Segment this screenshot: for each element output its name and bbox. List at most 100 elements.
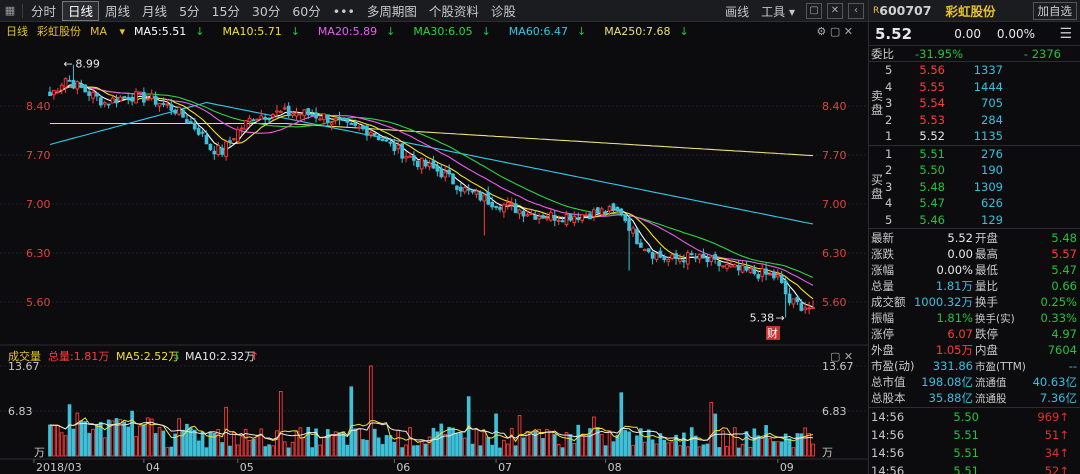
- price-change: 0.00: [954, 26, 981, 41]
- candle-body: [271, 114, 275, 118]
- candle-body: [709, 256, 714, 262]
- volume-bar: [185, 423, 189, 457]
- candle-body: [599, 208, 604, 216]
- candle-body: [459, 186, 463, 192]
- kline-chart[interactable]: 8.40 8.40 7.70 7.70 7.00 7.00 6.30 6.30 5.60 5.60…: [0, 40, 868, 474]
- tools-menu-button[interactable]: 工具 ▾: [761, 5, 795, 19]
- candle-body: [55, 90, 60, 93]
- tab-4[interactable]: 5分: [179, 3, 200, 19]
- volume-bar: [243, 428, 248, 457]
- candle-body: [369, 132, 373, 136]
- candle-body: [423, 159, 428, 167]
- book-row[interactable]: 2 5.53 284: [869, 112, 1080, 129]
- add-watchlist-button[interactable]: 加自选: [1032, 1, 1077, 20]
- book-row[interactable]: 1 5.51 276: [869, 146, 1080, 163]
- volume-bar: [318, 444, 322, 457]
- indicator-select[interactable]: MA ▾: [90, 24, 126, 38]
- tab-8[interactable]: •••: [332, 3, 355, 19]
- close-icon[interactable]: ✕: [827, 3, 843, 19]
- tab-6[interactable]: 30分: [251, 3, 281, 19]
- book-price: 5.53: [919, 112, 945, 127]
- book-row[interactable]: 5 5.46 129: [869, 212, 1080, 229]
- tab-7[interactable]: 60分: [292, 3, 321, 19]
- candle-body: [396, 144, 401, 150]
- volume-bar: [87, 432, 91, 457]
- tab-10[interactable]: 个股资料: [428, 3, 479, 19]
- tab-5[interactable]: 15分: [211, 3, 240, 19]
- grid-menu-icon[interactable]: ▦: [4, 4, 16, 17]
- book-row[interactable]: 4 5.47 626: [869, 195, 1080, 212]
- stat-row: 涨停 6.07 跌停 4.97: [869, 326, 1080, 342]
- candle-body: [482, 194, 487, 202]
- volume-bar: [556, 444, 561, 457]
- volume-bar: [662, 439, 667, 457]
- r-badge: R: [873, 5, 880, 16]
- volume-bar: [384, 435, 389, 457]
- book-row[interactable]: 1 5.52 1135: [869, 128, 1080, 145]
- candle-body: [498, 206, 502, 210]
- book-row[interactable]: 4 5.55 1444: [869, 79, 1080, 96]
- book-row[interactable]: 5 5.56 1337: [869, 62, 1080, 79]
- tab-3[interactable]: 月线: [142, 3, 168, 19]
- stat-row: 总股本 35.88亿 流通股 7.36亿: [869, 390, 1080, 406]
- volume-bar: [682, 432, 686, 457]
- book-row[interactable]: 3 5.54 705: [869, 95, 1080, 112]
- tab-2[interactable]: 周线: [105, 3, 131, 19]
- candle-body: [400, 143, 404, 159]
- stat-value: 1.81万: [935, 279, 973, 293]
- legend-window-controls[interactable]: ⚙ ▢ ✕: [816, 24, 853, 38]
- stat-value: 0.25%: [1040, 295, 1077, 309]
- tick-list[interactable]: 14:56 5.50 969↑ 14:56 5.51 51↑ 14:56 5.51 34↑ 14:…: [869, 408, 1080, 474]
- volume-bar: [376, 437, 381, 457]
- volume-bar: [595, 427, 600, 457]
- candle-body: [404, 156, 408, 159]
- candle-body: [196, 128, 201, 135]
- stat-row: 振幅 1.81% 换手(实) 0.33%: [869, 310, 1080, 326]
- price-tick-left: 6.30: [26, 247, 51, 260]
- price-tick-left: 5.60: [26, 296, 51, 309]
- candle-body: [298, 113, 303, 116]
- tick-volume: 52↑: [979, 464, 1069, 474]
- volume-bar: [271, 445, 275, 457]
- expand-icon[interactable]: ‹: [848, 3, 864, 19]
- menu-icon[interactable]: ☰: [1059, 25, 1072, 42]
- volume-bar: [228, 445, 232, 457]
- volume-bar: [482, 431, 487, 457]
- quote-panel: R 600707 彩虹股份 加自选 5.52 0.00 0.00% ☰ 委比 -…: [868, 0, 1080, 474]
- book-row[interactable]: 2 5.50 190: [869, 162, 1080, 179]
- candle-body: [592, 209, 596, 217]
- candle-body: [220, 147, 224, 155]
- book-row[interactable]: 3 5.48 1309: [869, 179, 1080, 196]
- candle-body: [235, 128, 240, 142]
- minimize-icon[interactable]: ▢: [806, 3, 822, 19]
- stock-code: 600707: [879, 3, 932, 18]
- volume-bar: [513, 445, 518, 457]
- tab-0[interactable]: 分时: [31, 3, 57, 19]
- stat-row: 总量 1.81万 量比 0.66: [869, 278, 1080, 294]
- volume-bar: [333, 431, 338, 457]
- volume-panel-controls[interactable]: ▢ ✕: [830, 350, 853, 363]
- x-axis-label: 2018/03: [36, 461, 82, 474]
- tick-price: 5.51: [953, 428, 979, 442]
- volume-bar: [729, 433, 733, 457]
- tab-11[interactable]: 诊股: [490, 3, 516, 19]
- financial-report-badge[interactable]: [766, 326, 780, 340]
- volume-bar: [459, 432, 463, 457]
- tick-row: 14:56 5.50 969↑: [869, 408, 1080, 426]
- candle-body: [185, 119, 189, 124]
- tab-9[interactable]: 多周期图: [366, 3, 417, 19]
- tab-1[interactable]: 日线: [62, 0, 100, 21]
- candle-body: [631, 227, 635, 234]
- candle-body: [811, 307, 815, 310]
- candle-body: [674, 253, 678, 259]
- volume-bar: [412, 445, 416, 457]
- price-tick-right: 6.30: [822, 247, 847, 260]
- volume-ma10-line: [49, 421, 814, 442]
- volume-bar: [658, 433, 663, 457]
- stat-label: 涨跌: [871, 247, 894, 261]
- volume-bar: [396, 429, 401, 457]
- candle-body: [646, 248, 651, 253]
- volume-bar: [302, 437, 307, 457]
- draw-line-button[interactable]: 画线: [725, 5, 750, 19]
- candle-body: [701, 253, 706, 259]
